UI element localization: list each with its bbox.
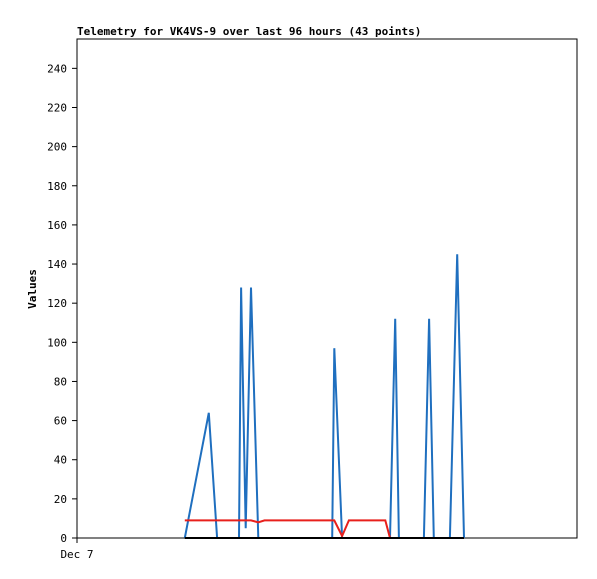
y-tick-label: 140 — [47, 258, 67, 271]
chart-title: Telemetry for VK4VS-9 over last 96 hours… — [77, 25, 421, 38]
y-tick-label: 200 — [47, 141, 67, 154]
y-tick-label: 80 — [54, 375, 67, 388]
y-tick-label: 20 — [54, 493, 67, 506]
y-tick-label: 240 — [47, 62, 67, 75]
y-tick-label: 40 — [54, 454, 67, 467]
y-tick-label: 60 — [54, 415, 67, 428]
y-axis-label: Values — [26, 269, 39, 309]
y-tick-label: 160 — [47, 219, 67, 232]
y-tick-label: 100 — [47, 336, 67, 349]
y-tick-label: 180 — [47, 180, 67, 193]
y-tick-label: 220 — [47, 101, 67, 114]
x-tick-label: Dec 7 — [60, 548, 93, 561]
y-tick-label: 120 — [47, 297, 67, 310]
y-tick-label: 0 — [60, 532, 67, 545]
